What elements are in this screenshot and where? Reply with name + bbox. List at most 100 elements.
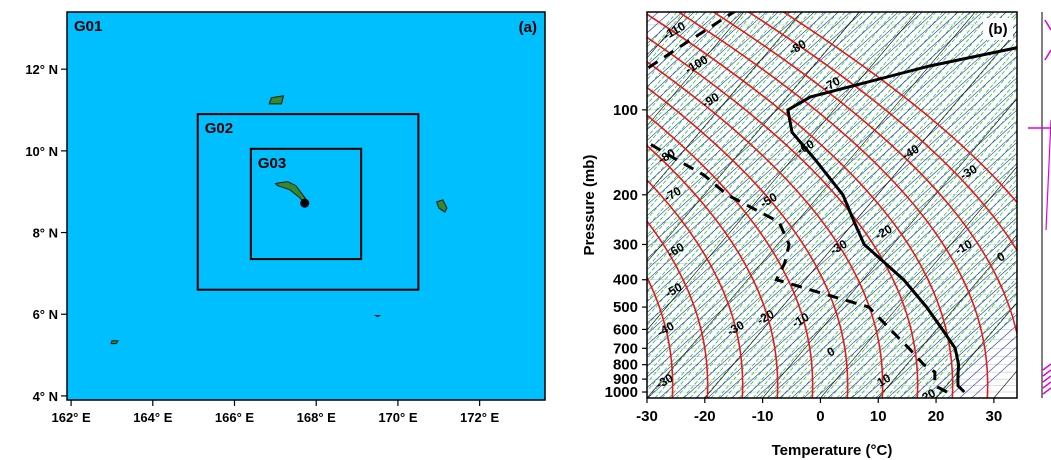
dry-adiabat-line: [779, 184, 1017, 398]
moist-adiabat-line: [647, 12, 769, 155]
dry-adiabat-line: [875, 270, 1017, 398]
x-tick-label: 170° E: [378, 410, 418, 425]
y-tick-label: 700: [613, 340, 638, 357]
domain-box-g02: [196, 113, 420, 291]
dry-adiabat-line: [863, 260, 1017, 398]
red-reference-curve: [712, 12, 1017, 338]
x-tick-label: 164° E: [133, 410, 173, 425]
moist-adiabat-line: [647, 12, 867, 269]
moist-adiabat-line: [647, 12, 846, 245]
x-tick-label: -20: [694, 408, 716, 425]
moist-adiabat-line: [647, 12, 853, 253]
red-reference-curve: [782, 12, 1017, 204]
moist-adiabat-line: [647, 12, 839, 237]
moist-adiabat-line: [766, 104, 1017, 398]
skewed-isotherm-line: [647, 12, 802, 195]
dry-adiabat-line: [899, 292, 1017, 398]
dry-adiabat-line: [647, 23, 1017, 356]
adiabat-label: 10: [875, 371, 894, 390]
panel-b-skewt: -110-100-90-80-70-60-50-40-30-80-70-60-5…: [581, 11, 1051, 459]
x-tick-label: 30: [986, 408, 1003, 425]
wind-barb: [1042, 375, 1051, 383]
moist-adiabat-line: [717, 47, 1017, 398]
red-reference-curve: [647, 36, 919, 398]
moist-adiabat-line: [647, 12, 916, 327]
moist-adiabat-line: [689, 14, 1017, 398]
island-4: [110, 340, 120, 345]
moist-adiabat-line: [899, 260, 1017, 398]
red-reference-curve: [747, 12, 1017, 253]
moist-adiabat-line: [647, 12, 860, 261]
panel-a-map: G01 G02 G03 (a) 162° E 164° E 166° E 168° E 170°…: [25, 11, 546, 425]
dry-adiabat-line: [647, 12, 911, 249]
skewed-isotherm-line: [704, 30, 1017, 398]
domain-label-g01: G01: [74, 18, 102, 35]
moist-adiabat-line: [850, 203, 1017, 398]
skewed-isotherm-line: [935, 302, 1017, 398]
skewed-isotherm-line: [647, 12, 918, 331]
moist-adiabat-line: [647, 12, 783, 171]
plot-area: -110-100-90-80-70-60-50-40-30-80-70-60-5…: [647, 12, 1017, 398]
dry-adiabat-line: [647, 12, 875, 217]
dry-adiabat-line: [647, 12, 1007, 335]
dry-adiabat-line: [791, 195, 1017, 398]
panel-b-label-background: [983, 18, 1013, 40]
y-tick-label: 900: [613, 371, 638, 388]
moist-adiabat-line: [647, 12, 797, 187]
moist-adiabat-line: [647, 12, 804, 196]
dry-adiabat-line: [707, 120, 1017, 398]
moist-adiabat-line: [815, 162, 1017, 398]
moist-adiabat-line: [647, 12, 972, 392]
red-reference-curves: [647, 12, 1017, 398]
moist-adiabat-line: [647, 12, 713, 89]
dry-adiabat-line: [647, 12, 923, 260]
dry-adiabat-line: [959, 346, 1017, 398]
moist-adiabat-line: [878, 235, 1017, 398]
dry-adiabat-line: [851, 249, 1017, 398]
domain-box-g03: [249, 147, 363, 261]
y-tick-label: 200: [613, 187, 638, 204]
plot-frame: [646, 11, 1018, 399]
moist-adiabat-line: [822, 170, 1017, 398]
red-reference-curve: [647, 86, 849, 398]
y-tick-label: 8° N: [33, 226, 58, 241]
dry-adiabat-line: [719, 131, 1017, 398]
x-tick-label: -30: [636, 408, 658, 425]
dry-adiabat-line: [647, 12, 959, 292]
moist-adiabat-line: [871, 227, 1017, 398]
dry-adiabat-line: [647, 12, 695, 55]
wind-barb: [1042, 387, 1051, 395]
island-3: [436, 199, 448, 213]
x-tick-label: 172° E: [460, 410, 500, 425]
dry-adiabat-line: [647, 12, 815, 163]
dry-adiabat-line: [911, 303, 1017, 398]
wind-barb: [1044, 19, 1051, 31]
dry-adiabat-line: [647, 12, 887, 227]
x-tick-label: 0: [816, 408, 824, 425]
moist-adiabat-line: [647, 12, 720, 97]
dry-adiabat-line: [647, 12, 803, 152]
dry-adiabat-line: [647, 12, 899, 238]
location-marker: [300, 198, 310, 208]
y-tick-label: 10° N: [25, 144, 58, 159]
red-reference-curve: [677, 12, 989, 398]
moist-adiabat-line: [857, 211, 1017, 398]
wind-barb: [1044, 49, 1051, 61]
y-tick-label: 600: [613, 321, 638, 338]
moist-adiabat-line: [738, 72, 1017, 398]
moist-adiabat-line: [780, 121, 1017, 398]
moist-adiabat-line: [808, 154, 1017, 398]
dry-adiabat-line: [935, 324, 1017, 398]
moist-adiabat-line: [934, 301, 1017, 398]
moist-adiabat-line: [913, 276, 1017, 398]
dry-adiabat-line: [647, 66, 1017, 398]
moist-adiabat-line: [920, 285, 1017, 398]
moist-adiabat-line: [647, 12, 776, 163]
dry-adiabat-line: [743, 152, 1017, 398]
red-reference-curve: [647, 144, 779, 398]
moist-adiabat-line: [647, 12, 755, 138]
isotherm-labels: -110-100-90-80-70-60-50-40-30-80-70-60-5…: [654, 19, 1008, 398]
red-reference-curve: [647, 114, 814, 398]
dry-adiabat-line: [971, 356, 1017, 398]
dry-adiabat-line: [923, 313, 1017, 398]
